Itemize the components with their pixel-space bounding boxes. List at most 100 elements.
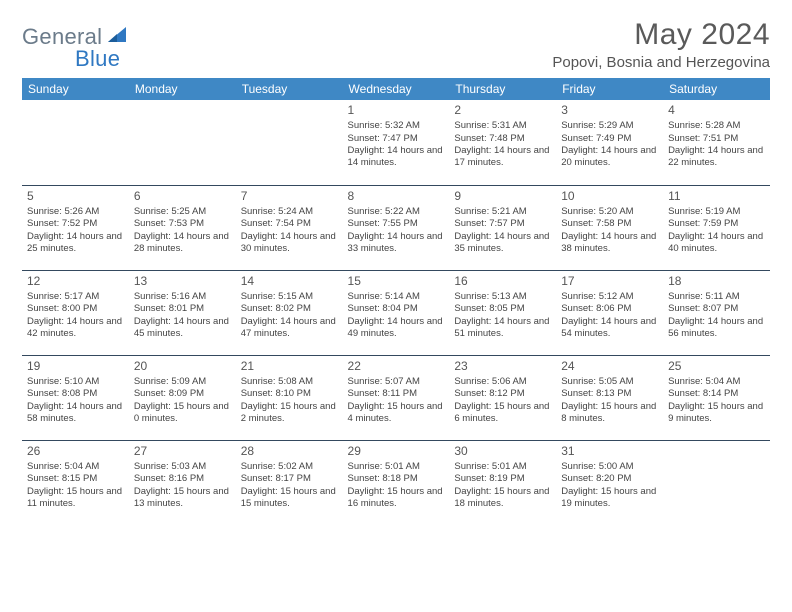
day-info: Sunrise: 5:20 AMSunset: 7:58 PMDaylight:… bbox=[561, 206, 658, 255]
calendar-week-row: 26 Sunrise: 5:04 AMSunset: 8:15 PMDayligh… bbox=[22, 440, 770, 525]
day-number: 27 bbox=[134, 444, 231, 459]
calendar-week-row: 19 Sunrise: 5:10 AMSunset: 8:08 PMDayligh… bbox=[22, 355, 770, 440]
day-number: 21 bbox=[241, 359, 338, 374]
day-number: 11 bbox=[668, 189, 765, 204]
day-number: 28 bbox=[241, 444, 338, 459]
calendar-day-cell: 28 Sunrise: 5:02 AMSunset: 8:17 PMDayligh… bbox=[236, 440, 343, 525]
day-info: Sunrise: 5:02 AMSunset: 8:17 PMDaylight:… bbox=[241, 461, 338, 510]
day-number: 29 bbox=[348, 444, 445, 459]
day-info: Sunrise: 5:12 AMSunset: 8:06 PMDaylight:… bbox=[561, 291, 658, 340]
day-number: 25 bbox=[668, 359, 765, 374]
day-info: Sunrise: 5:11 AMSunset: 8:07 PMDaylight:… bbox=[668, 291, 765, 340]
day-number: 1 bbox=[348, 103, 445, 118]
day-info: Sunrise: 5:01 AMSunset: 8:19 PMDaylight:… bbox=[454, 461, 551, 510]
day-number: 19 bbox=[27, 359, 124, 374]
calendar-day-cell: 23 Sunrise: 5:06 AMSunset: 8:12 PMDayligh… bbox=[449, 355, 556, 440]
calendar-day-cell: 26 Sunrise: 5:04 AMSunset: 8:15 PMDayligh… bbox=[22, 440, 129, 525]
calendar-day-cell: 27 Sunrise: 5:03 AMSunset: 8:16 PMDayligh… bbox=[129, 440, 236, 525]
weekday-header: Wednesday bbox=[343, 78, 450, 100]
weekday-header: Friday bbox=[556, 78, 663, 100]
day-number: 30 bbox=[454, 444, 551, 459]
day-info: Sunrise: 5:08 AMSunset: 8:10 PMDaylight:… bbox=[241, 376, 338, 425]
day-info: Sunrise: 5:05 AMSunset: 8:13 PMDaylight:… bbox=[561, 376, 658, 425]
page-title: May 2024 bbox=[552, 18, 770, 52]
day-info: Sunrise: 5:09 AMSunset: 8:09 PMDaylight:… bbox=[134, 376, 231, 425]
calendar-day-cell: 29 Sunrise: 5:01 AMSunset: 8:18 PMDayligh… bbox=[343, 440, 450, 525]
weekday-header: Sunday bbox=[22, 78, 129, 100]
calendar-day-cell: 8Sunrise: 5:22 AMSunset: 7:55 PMDaylight… bbox=[343, 185, 450, 270]
day-number: 17 bbox=[561, 274, 658, 289]
day-number: 26 bbox=[27, 444, 124, 459]
day-info: Sunrise: 5:04 AMSunset: 8:15 PMDaylight:… bbox=[27, 461, 124, 510]
calendar-day-cell: 14 Sunrise: 5:15 AMSunset: 8:02 PMDayligh… bbox=[236, 270, 343, 355]
calendar-day-cell: 20 Sunrise: 5:09 AMSunset: 8:09 PMDayligh… bbox=[129, 355, 236, 440]
day-info: Sunrise: 5:24 AMSunset: 7:54 PMDaylight:… bbox=[241, 206, 338, 255]
day-number: 13 bbox=[134, 274, 231, 289]
brand-text-blue: Blue bbox=[75, 46, 120, 71]
day-info: Sunrise: 5:06 AMSunset: 8:12 PMDaylight:… bbox=[454, 376, 551, 425]
calendar-day-cell: 12 Sunrise: 5:17 AMSunset: 8:00 PMDayligh… bbox=[22, 270, 129, 355]
day-number: 16 bbox=[454, 274, 551, 289]
day-number: 22 bbox=[348, 359, 445, 374]
day-info: Sunrise: 5:00 AMSunset: 8:20 PMDaylight:… bbox=[561, 461, 658, 510]
day-info: Sunrise: 5:17 AMSunset: 8:00 PMDaylight:… bbox=[27, 291, 124, 340]
day-info: Sunrise: 5:29 AMSunset: 7:49 PMDaylight:… bbox=[561, 120, 658, 169]
calendar-table: Sunday Monday Tuesday Wednesday Thursday… bbox=[22, 78, 770, 525]
calendar-day-cell: 11 Sunrise: 5:19 AMSunset: 7:59 PMDayligh… bbox=[663, 185, 770, 270]
calendar-day-cell: 24 Sunrise: 5:05 AMSunset: 8:13 PMDayligh… bbox=[556, 355, 663, 440]
calendar-day-cell: 18 Sunrise: 5:11 AMSunset: 8:07 PMDayligh… bbox=[663, 270, 770, 355]
day-number: 31 bbox=[561, 444, 658, 459]
day-number: 24 bbox=[561, 359, 658, 374]
day-number: 10 bbox=[561, 189, 658, 204]
day-info: Sunrise: 5:28 AMSunset: 7:51 PMDaylight:… bbox=[668, 120, 765, 169]
day-info: Sunrise: 5:07 AMSunset: 8:11 PMDaylight:… bbox=[348, 376, 445, 425]
calendar-day-cell: 3 Sunrise: 5:29 AMSunset: 7:49 PMDaylight… bbox=[556, 100, 663, 185]
calendar-day-cell: 13Sunrise: 5:16 AMSunset: 8:01 PMDayligh… bbox=[129, 270, 236, 355]
day-info: Sunrise: 5:31 AMSunset: 7:48 PMDaylight:… bbox=[454, 120, 551, 169]
page-header: General Blue May 2024 Popovi, Bosnia and… bbox=[22, 18, 770, 72]
day-info: Sunrise: 5:15 AMSunset: 8:02 PMDaylight:… bbox=[241, 291, 338, 340]
day-number: 12 bbox=[27, 274, 124, 289]
calendar-day-cell bbox=[663, 440, 770, 525]
day-number: 9 bbox=[454, 189, 551, 204]
day-number: 23 bbox=[454, 359, 551, 374]
calendar-day-cell: 10 Sunrise: 5:20 AMSunset: 7:58 PMDayligh… bbox=[556, 185, 663, 270]
calendar-page: General Blue May 2024 Popovi, Bosnia and… bbox=[0, 0, 792, 543]
brand-logo: General Blue bbox=[22, 24, 128, 72]
calendar-day-cell: 16 Sunrise: 5:13 AMSunset: 8:05 PMDayligh… bbox=[449, 270, 556, 355]
location-label: Popovi, Bosnia and Herzegovina bbox=[552, 54, 770, 71]
day-number: 20 bbox=[134, 359, 231, 374]
calendar-day-cell: 19 Sunrise: 5:10 AMSunset: 8:08 PMDayligh… bbox=[22, 355, 129, 440]
calendar-day-cell: 6 Sunrise: 5:25 AMSunset: 7:53 PMDaylight… bbox=[129, 185, 236, 270]
calendar-day-cell bbox=[236, 100, 343, 185]
weekday-header-row: Sunday Monday Tuesday Wednesday Thursday… bbox=[22, 78, 770, 100]
day-info: Sunrise: 5:21 AMSunset: 7:57 PMDaylight:… bbox=[454, 206, 551, 255]
day-info: Sunrise: 5:13 AMSunset: 8:05 PMDaylight:… bbox=[454, 291, 551, 340]
day-number: 3 bbox=[561, 103, 658, 118]
day-info: Sunrise: 5:10 AMSunset: 8:08 PMDaylight:… bbox=[27, 376, 124, 425]
day-info: Sunrise: 5:22 AMSunset: 7:55 PMDaylight:… bbox=[348, 206, 445, 255]
weekday-header: Tuesday bbox=[236, 78, 343, 100]
day-number: 14 bbox=[241, 274, 338, 289]
calendar-week-row: 5Sunrise: 5:26 AMSunset: 7:52 PMDaylight… bbox=[22, 185, 770, 270]
title-block: May 2024 Popovi, Bosnia and Herzegovina bbox=[552, 18, 770, 71]
calendar-day-cell: 7 Sunrise: 5:24 AMSunset: 7:54 PMDaylight… bbox=[236, 185, 343, 270]
day-info: Sunrise: 5:25 AMSunset: 7:53 PMDaylight:… bbox=[134, 206, 231, 255]
day-info: Sunrise: 5:19 AMSunset: 7:59 PMDaylight:… bbox=[668, 206, 765, 255]
day-info: Sunrise: 5:14 AMSunset: 8:04 PMDaylight:… bbox=[348, 291, 445, 340]
day-number: 18 bbox=[668, 274, 765, 289]
day-number: 15 bbox=[348, 274, 445, 289]
day-number: 4 bbox=[668, 103, 765, 118]
day-number: 6 bbox=[134, 189, 231, 204]
calendar-day-cell: 31 Sunrise: 5:00 AMSunset: 8:20 PMDayligh… bbox=[556, 440, 663, 525]
day-info: Sunrise: 5:01 AMSunset: 8:18 PMDaylight:… bbox=[348, 461, 445, 510]
weekday-header: Thursday bbox=[449, 78, 556, 100]
calendar-day-cell: 21 Sunrise: 5:08 AMSunset: 8:10 PMDayligh… bbox=[236, 355, 343, 440]
calendar-day-cell: 1Sunrise: 5:32 AMSunset: 7:47 PMDaylight… bbox=[343, 100, 450, 185]
calendar-day-cell: 30 Sunrise: 5:01 AMSunset: 8:19 PMDayligh… bbox=[449, 440, 556, 525]
calendar-day-cell: 17 Sunrise: 5:12 AMSunset: 8:06 PMDayligh… bbox=[556, 270, 663, 355]
day-info: Sunrise: 5:03 AMSunset: 8:16 PMDaylight:… bbox=[134, 461, 231, 510]
day-number: 7 bbox=[241, 189, 338, 204]
weekday-header: Saturday bbox=[663, 78, 770, 100]
weekday-header: Monday bbox=[129, 78, 236, 100]
